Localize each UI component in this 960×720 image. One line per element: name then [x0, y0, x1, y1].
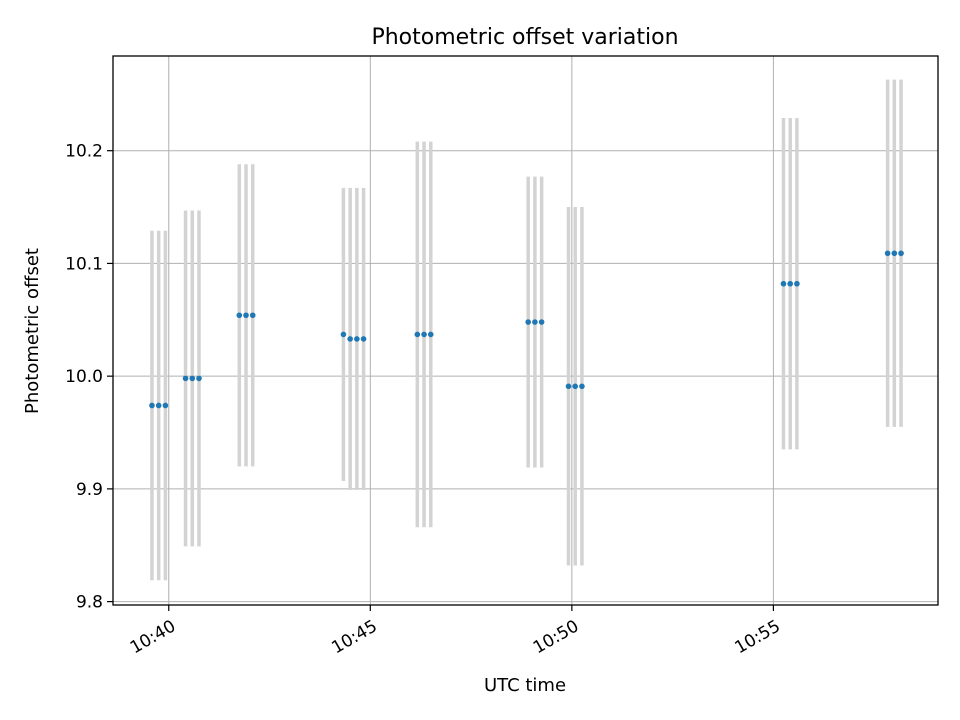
data-point — [340, 331, 347, 338]
data-point — [794, 280, 800, 287]
data-point — [360, 336, 367, 342]
data-point — [898, 250, 904, 257]
data-point — [249, 312, 256, 319]
data-point — [787, 280, 793, 287]
grid — [113, 56, 938, 605]
data-point — [347, 336, 353, 342]
data-point — [236, 312, 243, 319]
data-point — [780, 280, 787, 287]
data-point — [572, 383, 579, 390]
y-axis-ticks: 9.8 9.9 10.0 10.1 10.2 — [65, 142, 113, 613]
data-point — [414, 331, 421, 338]
y-tick-label: 10.0 — [65, 367, 103, 387]
data-point — [884, 250, 891, 257]
data-point — [532, 319, 538, 325]
data-point — [891, 250, 898, 257]
y-axis-label: Photometric offset — [22, 248, 43, 414]
y-tick-label: 10.1 — [65, 254, 103, 274]
y-tick-label: 10.2 — [65, 142, 103, 162]
data-points — [149, 250, 904, 409]
data-point — [155, 402, 162, 409]
chart-title: Photometric offset variation — [371, 25, 678, 50]
data-point — [579, 383, 585, 390]
data-point — [538, 319, 545, 325]
data-point — [149, 402, 155, 409]
data-point — [189, 375, 196, 382]
data-point — [196, 375, 202, 382]
data-point — [421, 331, 427, 338]
data-point — [243, 312, 249, 319]
plot-frame — [112, 55, 939, 606]
data-point — [182, 375, 189, 382]
data-point — [354, 336, 360, 342]
data-point — [427, 331, 434, 338]
y-tick-label: 9.9 — [76, 480, 103, 500]
data-point — [162, 402, 169, 409]
x-axis-label: UTC time — [484, 675, 566, 696]
data-point — [525, 319, 531, 325]
data-point — [565, 383, 572, 390]
y-tick-label: 9.8 — [76, 593, 103, 613]
